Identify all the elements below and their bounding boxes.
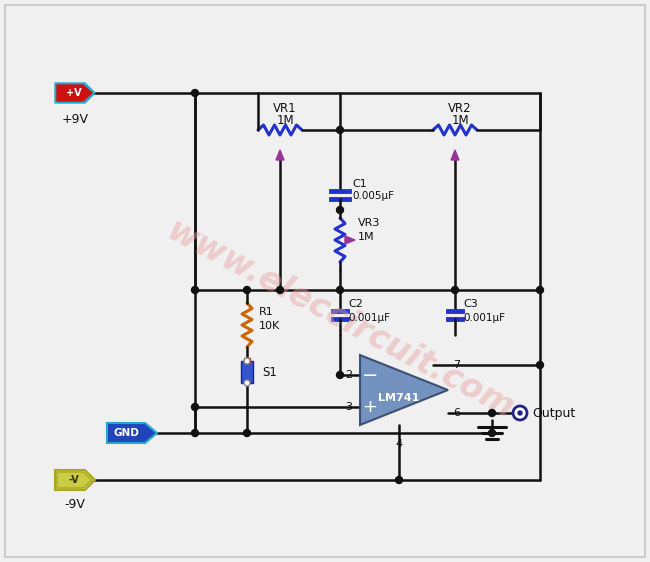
- Text: +: +: [363, 398, 378, 416]
- Text: VR3: VR3: [358, 218, 380, 228]
- Bar: [244, 358, 250, 363]
- Circle shape: [452, 287, 458, 293]
- Polygon shape: [55, 83, 95, 103]
- Circle shape: [513, 406, 527, 420]
- Text: 0.001μF: 0.001μF: [463, 313, 505, 323]
- Circle shape: [192, 404, 198, 410]
- Circle shape: [244, 287, 250, 293]
- Text: Output: Output: [532, 406, 575, 419]
- Text: 0.005μF: 0.005μF: [352, 191, 394, 201]
- Text: 1M: 1M: [358, 232, 374, 242]
- Circle shape: [489, 410, 495, 416]
- Text: VR1: VR1: [273, 102, 297, 115]
- Circle shape: [192, 89, 198, 97]
- Text: 4: 4: [395, 439, 402, 449]
- Text: VR2: VR2: [448, 102, 472, 115]
- Text: 7: 7: [453, 360, 460, 370]
- Circle shape: [337, 126, 343, 134]
- Circle shape: [192, 287, 198, 293]
- Circle shape: [244, 358, 250, 364]
- Circle shape: [536, 361, 543, 369]
- Text: www.eleccircuit.com: www.eleccircuit.com: [161, 214, 519, 426]
- Circle shape: [276, 287, 283, 293]
- Polygon shape: [345, 236, 355, 244]
- Text: GND: GND: [113, 428, 139, 438]
- Text: -9V: -9V: [64, 498, 85, 511]
- Text: 3: 3: [345, 402, 352, 412]
- Polygon shape: [55, 470, 95, 490]
- Polygon shape: [360, 355, 448, 425]
- Circle shape: [244, 429, 250, 437]
- Text: R1: R1: [259, 307, 274, 317]
- Text: 2: 2: [345, 370, 352, 380]
- Text: −: −: [362, 365, 378, 384]
- FancyBboxPatch shape: [5, 5, 645, 557]
- Circle shape: [192, 429, 198, 437]
- Polygon shape: [107, 423, 157, 443]
- Circle shape: [337, 371, 343, 378]
- Text: +V: +V: [66, 88, 82, 98]
- Text: C2: C2: [348, 299, 363, 309]
- Circle shape: [244, 380, 250, 386]
- Text: 0.001μF: 0.001μF: [348, 313, 390, 323]
- Circle shape: [518, 411, 522, 415]
- Text: C1: C1: [352, 179, 367, 189]
- Text: 6: 6: [453, 408, 460, 418]
- Circle shape: [337, 287, 343, 293]
- Polygon shape: [276, 150, 284, 160]
- Text: 1M: 1M: [451, 114, 469, 127]
- Polygon shape: [57, 472, 92, 488]
- Text: LM741: LM741: [378, 393, 420, 403]
- Bar: [241, 361, 253, 383]
- Text: +9V: +9V: [62, 113, 88, 126]
- Circle shape: [395, 477, 402, 483]
- Text: S1: S1: [262, 366, 277, 379]
- Text: 1M: 1M: [276, 114, 294, 127]
- Circle shape: [536, 287, 543, 293]
- Polygon shape: [451, 150, 459, 160]
- Text: C3: C3: [463, 299, 478, 309]
- Text: 10K: 10K: [259, 321, 280, 331]
- Circle shape: [489, 429, 495, 437]
- Polygon shape: [57, 85, 92, 101]
- Text: -V: -V: [69, 475, 79, 485]
- Circle shape: [337, 206, 343, 214]
